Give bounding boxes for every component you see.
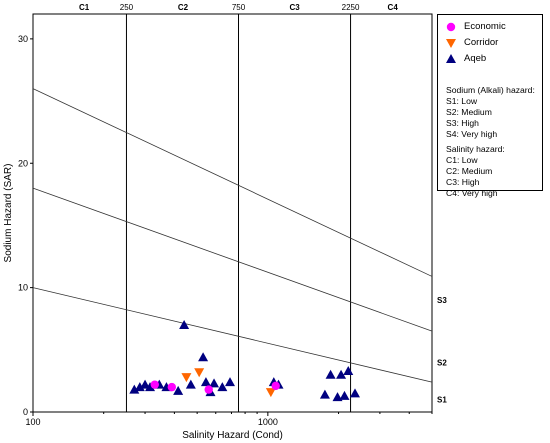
data-point-corridor <box>265 388 276 398</box>
data-point-aqeb <box>173 385 184 395</box>
data-point-aqeb <box>179 319 190 329</box>
data-point-aqeb <box>325 369 336 379</box>
x-axis-label: Salinity Hazard (Cond) <box>182 430 283 441</box>
data-point-corridor <box>181 373 192 383</box>
salinity-boundary-label: 250 <box>120 3 134 12</box>
salinity-boundary-label: 2250 <box>342 3 360 12</box>
plot-area <box>30 13 433 416</box>
legend-marker-shape <box>446 39 456 48</box>
data-point-aqeb <box>319 389 330 399</box>
legend-marker-shape <box>446 54 456 63</box>
salinity-class-label: C2 <box>178 3 189 12</box>
data-point-economic <box>150 380 159 389</box>
data-point-aqeb <box>134 382 145 392</box>
legend-salinity-item: C4: Very high <box>446 188 498 198</box>
y-tick-label: 20 <box>18 158 28 168</box>
legend-marker-shape <box>446 22 456 32</box>
legend-sodium-item: S4: Very high <box>446 129 498 139</box>
data-point-aqeb <box>349 388 360 398</box>
salinity-class-label: C1 <box>79 3 90 12</box>
plot-frame <box>32 13 433 413</box>
legend-sodium-title: Sodium (Alkali) hazard: <box>446 85 535 95</box>
legend-label: Aqeb <box>464 53 487 64</box>
data-point-aqeb <box>217 382 228 392</box>
legend-sodium-item: S1: Low <box>446 96 478 106</box>
legend-marker-corridor <box>446 39 456 48</box>
data-point-economic <box>271 381 280 391</box>
salinity-boundary-label: 750 <box>232 3 246 12</box>
chart-labels: 2507502250C1C2C3C4S1S2S3S401020301001000… <box>3 3 447 441</box>
data-point-corridor <box>194 368 205 378</box>
salinity-class-label: C4 <box>388 3 399 12</box>
data-point-aqeb <box>343 365 354 375</box>
legend-marker-aqeb <box>446 54 456 63</box>
legend-label: Corridor <box>464 37 499 48</box>
data-point-aqeb <box>225 377 236 387</box>
data-points <box>129 319 360 402</box>
y-tick-label: 30 <box>18 34 28 44</box>
data-point-aqeb <box>185 379 196 389</box>
legend-salinity-item: C3: High <box>446 177 480 187</box>
sodium-hazard-line <box>32 287 433 383</box>
data-point-economic <box>167 382 177 392</box>
legend-sodium-item: S2: Medium <box>446 107 492 117</box>
data-point-economic <box>204 385 213 394</box>
y-tick-label: 0 <box>23 407 28 417</box>
data-point-aqeb <box>129 384 140 394</box>
data-point-aqeb <box>339 390 350 400</box>
sodium-class-label: S3 <box>437 296 447 305</box>
legend-salinity-item: C2: Medium <box>446 166 493 176</box>
legend-label: Economic <box>464 21 506 32</box>
data-point-aqeb <box>209 378 220 388</box>
sodium-hazard-line <box>32 88 433 277</box>
data-point-aqeb <box>198 352 209 362</box>
data-point-aqeb <box>332 392 343 402</box>
salinity-class-label: C3 <box>289 3 300 12</box>
data-point-aqeb <box>336 369 347 379</box>
legend-salinity-title: Salinity hazard: <box>446 144 505 154</box>
sodium-class-label: S1 <box>437 396 447 405</box>
legend-salinity-item: C1: Low <box>446 155 478 165</box>
sodium-class-label: S2 <box>437 358 447 367</box>
sodium-hazard-line <box>32 187 433 332</box>
x-tick-label: 1000 <box>258 417 278 427</box>
legend-marker-economic <box>446 22 456 32</box>
legend: Economic Corridor Aqeb Sodium (Alkali) haza… <box>437 14 543 198</box>
legend-sodium-item: S3: High <box>446 118 479 128</box>
data-point-aqeb <box>140 379 151 389</box>
data-point-aqeb <box>145 382 156 392</box>
y-tick-label: 10 <box>18 283 28 293</box>
y-axis-label: Sodium Hazard (SAR) <box>3 164 14 263</box>
x-tick-label: 100 <box>25 417 40 427</box>
data-point-aqeb <box>200 377 211 387</box>
